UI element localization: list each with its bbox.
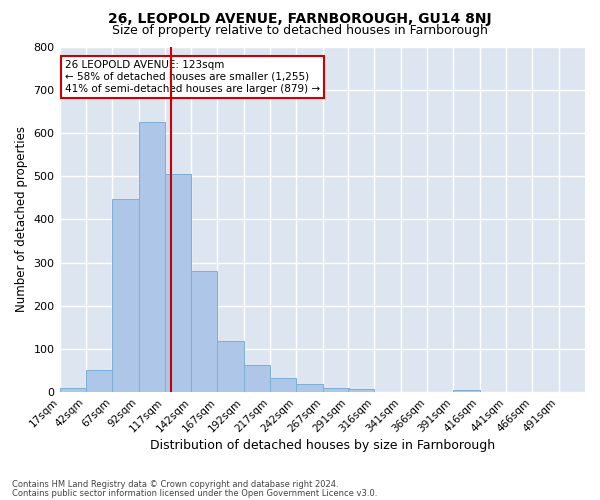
Text: Contains HM Land Registry data © Crown copyright and database right 2024.: Contains HM Land Registry data © Crown c…: [12, 480, 338, 489]
Text: Contains public sector information licensed under the Open Government Licence v3: Contains public sector information licen…: [12, 489, 377, 498]
Bar: [59, 388, 86, 392]
Bar: [112, 199, 139, 392]
X-axis label: Distribution of detached houses by size in Farnborough: Distribution of detached houses by size …: [150, 440, 495, 452]
Bar: [454, 390, 479, 392]
Text: 26, LEOPOLD AVENUE, FARNBOROUGH, GU14 8NJ: 26, LEOPOLD AVENUE, FARNBOROUGH, GU14 8N…: [108, 12, 492, 26]
Bar: [86, 370, 112, 392]
Bar: [296, 384, 323, 392]
Y-axis label: Number of detached properties: Number of detached properties: [15, 126, 28, 312]
Bar: [139, 122, 165, 392]
Bar: [244, 366, 270, 392]
Bar: [348, 389, 374, 392]
Bar: [191, 271, 217, 392]
Text: Size of property relative to detached houses in Farnborough: Size of property relative to detached ho…: [112, 24, 488, 37]
Bar: [165, 174, 191, 392]
Text: 26 LEOPOLD AVENUE: 123sqm
← 58% of detached houses are smaller (1,255)
41% of se: 26 LEOPOLD AVENUE: 123sqm ← 58% of detac…: [65, 60, 320, 94]
Bar: [270, 378, 296, 392]
Bar: [217, 341, 244, 392]
Bar: [323, 388, 349, 392]
